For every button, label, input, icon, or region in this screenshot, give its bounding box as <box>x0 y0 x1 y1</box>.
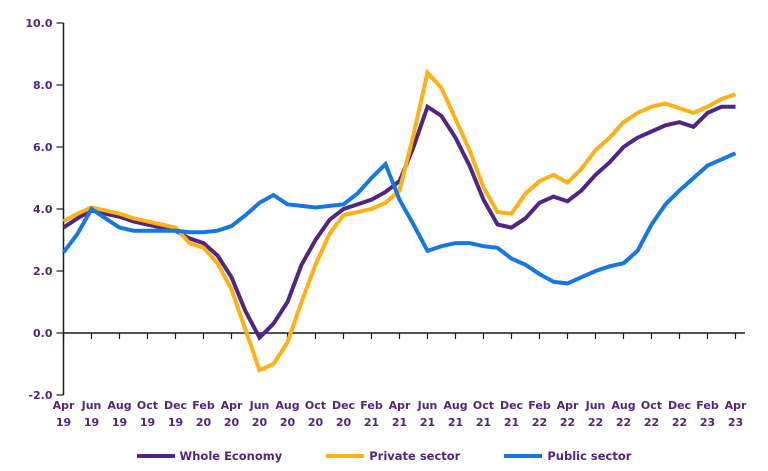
y-axis-tick-label: 8.0 <box>33 79 53 92</box>
legend-label-private-sector: Private sector <box>369 449 461 463</box>
x-axis-tick-label-month: Aug <box>611 399 635 412</box>
chart-legend: Whole Economy Private sector Public sect… <box>0 444 768 468</box>
x-axis-tick-label-year: 19 <box>140 416 155 429</box>
legend-item-whole-economy: Whole Economy <box>136 449 283 463</box>
x-axis-tick-label-year: 22 <box>672 416 687 429</box>
legend-item-private-sector: Private sector <box>326 449 460 463</box>
legend-label-whole-economy: Whole Economy <box>179 449 283 463</box>
x-axis-tick-label-year: 21 <box>504 416 519 429</box>
series-line-whole-economy <box>62 103 736 341</box>
x-axis-tick-label-month: Oct <box>473 399 494 412</box>
x-axis-tick-label-year: 20 <box>336 416 352 429</box>
x-axis-tick-label-month: Apr <box>725 399 747 412</box>
series-line-private-sector <box>62 68 737 373</box>
y-axis-tick-label: 2.0 <box>33 265 53 278</box>
x-axis-tick-label-month: Dec <box>500 399 523 412</box>
x-axis-tick-label-month: Aug <box>443 399 467 412</box>
x-axis-tick-label-month: Apr <box>221 399 243 412</box>
x-axis-tick-label-month: Oct <box>305 399 326 412</box>
legend-item-public-sector: Public sector <box>504 449 631 463</box>
x-axis-tick-label-month: Apr <box>53 399 75 412</box>
x-axis-tick-label-month: Jun <box>417 399 438 412</box>
x-axis-tick-label-month: Feb <box>360 399 383 412</box>
x-axis-tick-label-month: Jun <box>249 399 270 412</box>
x-axis-tick-label-month: Aug <box>107 399 131 412</box>
legend-swatch-public-sector <box>504 454 543 458</box>
x-axis-tick-label-month: Oct <box>641 399 662 412</box>
x-axis-tick-label-year: 20 <box>196 416 212 429</box>
x-axis-tick-label-month: Aug <box>275 399 299 412</box>
x-axis-tick-label-year: 21 <box>392 416 407 429</box>
x-axis-tick-label-month: Dec <box>332 399 355 412</box>
x-axis-tick-label-month: Dec <box>164 399 187 412</box>
x-axis-tick-label-year: 22 <box>560 416 575 429</box>
x-axis-tick-label-year: 21 <box>448 416 463 429</box>
line-chart: 10.08.06.04.02.00.0-2.0Apr19Jun19Aug19Oc… <box>25 17 747 429</box>
x-axis-tick-label-year: 19 <box>168 416 183 429</box>
x-axis-tick-label-year: 20 <box>252 416 268 429</box>
x-axis-tick-label-month: Dec <box>668 399 691 412</box>
x-axis-tick-label-year: 21 <box>476 416 491 429</box>
legend-swatch-private-sector <box>326 454 365 458</box>
x-axis-tick-label-year: 20 <box>308 416 324 429</box>
legend-label-public-sector: Public sector <box>547 449 632 463</box>
y-axis-tick-label: 10.0 <box>25 17 52 30</box>
x-axis-tick-label-year: 22 <box>644 416 659 429</box>
x-axis-tick-label-year: 22 <box>588 416 603 429</box>
y-axis-tick-label: 6.0 <box>33 141 53 154</box>
x-axis-tick-label-month: Apr <box>389 399 411 412</box>
x-axis-tick-label-year: 22 <box>616 416 631 429</box>
x-axis-tick-label-month: Feb <box>696 399 719 412</box>
x-axis-tick-label-year: 23 <box>728 416 743 429</box>
x-axis-tick-label-year: 23 <box>700 416 715 429</box>
x-axis-tick-label-year: 20 <box>280 416 296 429</box>
x-axis-tick-label-year: 19 <box>84 416 99 429</box>
x-axis-tick-label-month: Feb <box>192 399 215 412</box>
x-axis-tick-label-year: 19 <box>56 416 71 429</box>
x-axis-tick-label-month: Jun <box>81 399 102 412</box>
series-line-public-sector <box>61 151 737 286</box>
x-axis-tick-label-year: 21 <box>420 416 435 429</box>
y-axis-tick-label: 0.0 <box>33 327 53 340</box>
x-axis-tick-label-year: 20 <box>224 416 240 429</box>
legend-swatch-whole-economy <box>136 454 175 458</box>
x-axis-tick-label-month: Apr <box>557 399 579 412</box>
x-axis-tick-label-year: 21 <box>364 416 379 429</box>
y-axis-tick-label: 4.0 <box>33 203 53 216</box>
x-axis-tick-label-month: Feb <box>528 399 551 412</box>
x-axis-tick-label-month: Oct <box>137 399 158 412</box>
x-axis-tick-label-month: Jun <box>585 399 606 412</box>
x-axis-tick-label-year: 19 <box>112 416 127 429</box>
y-axis-tick-label: -2.0 <box>28 389 52 402</box>
x-axis-tick-label-year: 22 <box>532 416 547 429</box>
